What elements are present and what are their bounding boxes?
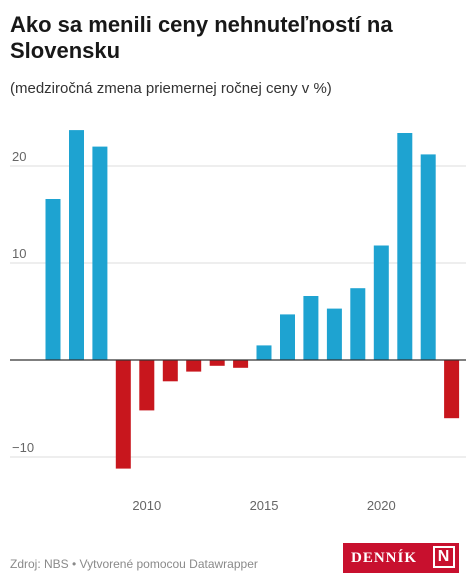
bar-2019	[350, 288, 366, 360]
logo-text: DENNÍK	[351, 549, 418, 566]
bar-2017	[303, 296, 319, 360]
chart-title: Ako sa menili ceny nehnuteľností na Slov…	[10, 12, 393, 63]
source-note: Zdroj: NBS • Vytvorené pomocou Datawrapp…	[10, 557, 258, 571]
bar-2007	[69, 130, 84, 360]
bar-2020	[373, 245, 389, 360]
bar-2006	[45, 199, 61, 360]
bar-2018	[326, 308, 342, 360]
bar-2012	[186, 360, 202, 372]
bar-2023	[444, 360, 460, 419]
grid-lines	[10, 165, 466, 458]
x-tick-label: 2020	[367, 498, 396, 513]
bar-2009	[115, 360, 131, 469]
y-tick-label: 10	[12, 246, 26, 261]
x-tick-label: 2010	[132, 498, 161, 513]
bar-2016	[280, 314, 295, 360]
bar-2021	[397, 133, 413, 360]
chart-subtitle: (medziročná zmena priemernej ročnej ceny…	[10, 80, 332, 97]
logo-n-mark: N	[433, 546, 455, 568]
y-tick-label: 20	[12, 149, 26, 164]
bars	[45, 130, 460, 469]
x-tick-label: 2015	[250, 498, 279, 513]
dennik-n-logo[interactable]: DENNÍK N	[343, 543, 459, 573]
bar-2014	[233, 360, 249, 368]
y-tick-label: −10	[12, 440, 34, 455]
bar-2022	[420, 154, 436, 360]
bar-2015	[256, 345, 272, 360]
bar-2011	[162, 360, 178, 382]
bar-chart: −10 10 20 2010 2015 2020	[10, 130, 466, 513]
bar-2008	[92, 146, 108, 360]
bar-2010	[139, 360, 155, 411]
bar-2013	[209, 360, 225, 366]
axes: −10 10 20 2010 2015 2020	[10, 149, 466, 513]
